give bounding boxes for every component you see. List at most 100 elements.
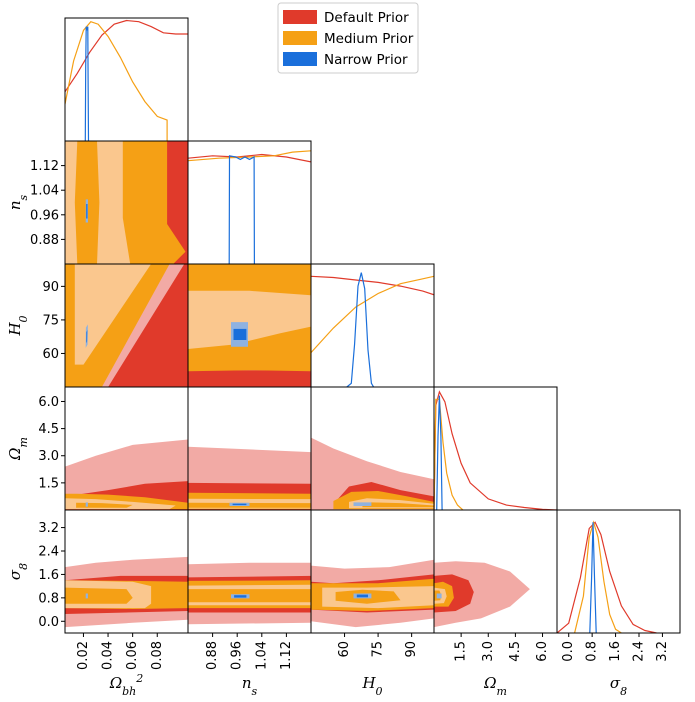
contour-narrow-inner	[232, 503, 247, 506]
y-tick-label: 75	[42, 313, 59, 328]
contour-default-inner	[188, 370, 311, 387]
legend-label-narrow: Narrow Prior	[324, 52, 408, 68]
x-tick-label: 60	[337, 641, 352, 658]
panel-content	[188, 150, 311, 264]
x-tick-label: 1.5	[454, 641, 469, 662]
panel-content	[434, 561, 530, 628]
y-tick-label: 1.04	[30, 184, 59, 199]
contour-medium-inner	[74, 264, 152, 365]
panel-H0-ns	[187, 263, 312, 388]
legend-label-default: Default Prior	[324, 10, 409, 26]
panel-content	[188, 446, 311, 510]
panel-frame	[310, 263, 435, 388]
panel-s8-Om: 1.5 3.0 4.5 6.0 Ωm	[433, 509, 558, 698]
y-tick-label: 0.8	[38, 591, 59, 606]
x-tick-label: 6.0	[535, 641, 550, 662]
x-axis-label-H0: H0	[361, 674, 382, 698]
panel-content	[65, 141, 188, 264]
marginal-omb-narrow	[84, 26, 90, 141]
marginal-H0-default	[311, 275, 434, 296]
panel-H0-H0	[310, 263, 435, 388]
contour-narrow-outer	[85, 502, 88, 507]
x-axis-label-s8: σ8	[610, 674, 627, 698]
y-axis-label-ns: ns	[6, 194, 30, 210]
y-tick-label: 1.12	[30, 159, 59, 174]
panel-content	[188, 264, 311, 387]
legend-swatch-default	[283, 10, 317, 24]
x-tick-label: 1.12	[279, 641, 294, 670]
panel-content	[557, 520, 657, 633]
x-tick-label: 0.8	[585, 641, 600, 662]
y-tick-label: 0.0	[38, 615, 59, 630]
panel-ns-omb: 0.88 0.96 1.04 1.12 ns	[6, 140, 189, 265]
y-tick-label: 0.96	[30, 208, 59, 223]
contour-default-inner	[65, 264, 188, 387]
contour-medium-core	[65, 587, 133, 604]
panel-omb-omb	[64, 17, 189, 142]
panel-content	[311, 437, 434, 510]
x-tick-label: 0.96	[230, 641, 245, 670]
contour-narrow-inner	[234, 595, 247, 598]
contour-narrow-inner	[86, 204, 88, 219]
y-tick-label: 4.5	[38, 422, 59, 437]
panel-content	[434, 390, 557, 510]
x-tick-label: 0.02	[76, 641, 91, 670]
marginal-H0-medium	[311, 275, 434, 354]
marginal-Om-narrow	[436, 395, 443, 510]
panel-Om-ns	[187, 386, 312, 511]
panel-content	[65, 264, 188, 387]
panel-s8-H0: 60 75 90 H0	[310, 509, 435, 698]
x-tick-label: 0.88	[205, 641, 220, 670]
y-tick-label: 1.5	[38, 476, 59, 491]
panel-H0-omb: 60 75 90 H0	[6, 263, 189, 388]
y-tick-label: 60	[42, 347, 59, 362]
x-axis-label-omb: Ωbh2	[109, 672, 144, 698]
y-axis-label-s8: σ8	[6, 563, 30, 580]
x-tick-label: 3.0	[481, 641, 496, 662]
x-tick-label: 75	[371, 641, 386, 658]
marginal-Om-medium	[434, 398, 464, 510]
legend-swatch-medium	[283, 31, 317, 45]
x-tick-label: 4.5	[508, 641, 523, 662]
x-tick-label: 0.04	[101, 641, 116, 670]
panel-content	[65, 556, 188, 628]
contour-narrow-inner	[356, 594, 368, 598]
marginal-ns-narrow	[228, 155, 255, 264]
panel-ns-ns	[187, 140, 312, 265]
panel-s8-omb: 0.02 0.04 0.06 0.08 Ωbh2 0.0 0.8 1.6 2.4 3.2 σ8	[6, 509, 189, 698]
legend-label-medium: Medium Prior	[324, 31, 414, 47]
x-tick-label: 0.06	[125, 641, 140, 670]
marginal-s8-default	[557, 521, 657, 633]
y-tick-label: 1.6	[38, 568, 59, 583]
x-tick-label: 1.04	[254, 641, 269, 670]
y-tick-label: 3.0	[38, 449, 59, 464]
contour-narrow-inner	[233, 328, 247, 340]
contour-narrow-outer	[436, 593, 442, 599]
panel-content	[65, 439, 188, 510]
contour-narrow-outer	[353, 502, 372, 506]
panel-s8-ns: 0.88 0.96 1.04 1.12 ns	[187, 509, 312, 698]
y-tick-label: 0.88	[30, 233, 59, 248]
y-tick-label: 2.4	[38, 545, 59, 560]
contour-medium-core	[76, 502, 133, 508]
x-tick-label: 2.4	[632, 641, 647, 662]
marginal-s8-medium	[574, 520, 622, 633]
y-tick-label: 6.0	[38, 395, 59, 410]
panel-frame	[433, 386, 558, 511]
panel-content	[311, 272, 434, 387]
x-axis-label-ns: ns	[242, 674, 258, 698]
marginal-Om-default	[434, 390, 557, 510]
x-tick-label: 3.2	[655, 641, 670, 662]
marginal-s8-narrow	[589, 522, 597, 633]
y-tick-label: 3.2	[38, 521, 59, 536]
marginal-ns-default	[188, 153, 311, 163]
panel-s8-s8: 0.0 0.8 1.6 2.4 3.2 σ8	[556, 509, 681, 698]
marginal-omb-medium	[65, 21, 168, 141]
panel-content	[65, 19, 188, 141]
x-tick-label: 0.0	[561, 641, 576, 662]
panel-Om-Om	[433, 386, 558, 511]
contour-narrow-outer	[85, 593, 88, 599]
y-tick-label: 90	[42, 280, 59, 295]
panel-Om-omb: 1.5 3.0 4.5 6.0 Ωm	[6, 386, 189, 511]
